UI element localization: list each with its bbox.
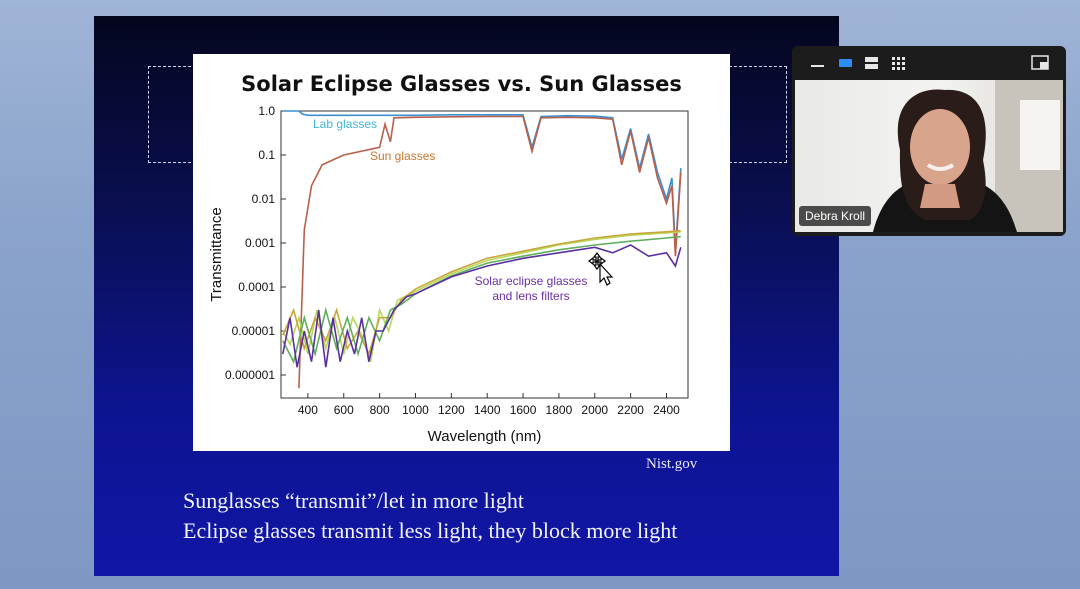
plot-frame: [280, 110, 689, 399]
video-panel: Debra Kroll: [792, 46, 1066, 236]
move-cursor-icon: [588, 252, 614, 286]
x-tick-label: 2000: [581, 403, 608, 417]
chart-annotation: Sun glasses: [370, 149, 435, 163]
series-line-5: [282, 244, 682, 368]
participant-name: Debra Kroll: [799, 206, 872, 226]
series-line-2: [282, 231, 681, 362]
caption-line-1: Sunglasses “transmit”/let in more light: [183, 488, 524, 513]
x-tick-label: 2200: [617, 403, 644, 417]
x-tick-label: 600: [334, 403, 354, 417]
chart-title: Solar Eclipse Glasses vs. Sun Glasses: [241, 72, 682, 96]
x-tick-label: 1600: [510, 403, 537, 417]
video-toolbar: [792, 46, 1066, 80]
y-tick-label: 0.01: [252, 192, 276, 206]
x-tick-label: 2400: [653, 403, 680, 417]
y-tick-label: 0.000001: [225, 368, 275, 382]
participant-image: [873, 80, 1063, 232]
x-tick-label: 1400: [474, 403, 501, 417]
source-credit: Nist.gov: [646, 456, 698, 472]
y-tick-label: 0.001: [245, 236, 275, 250]
y-tick-label: 0.00001: [232, 324, 276, 338]
chart-annotation: and lens filters: [492, 289, 569, 303]
series-line-1: [298, 115, 682, 389]
gallery-view-icon[interactable]: [891, 56, 907, 70]
y-tick-label: 0.0001: [238, 280, 275, 294]
chart-figure: Solar Eclipse Glasses vs. Sun Glasses 40…: [193, 54, 730, 451]
series-line-0: [282, 110, 682, 250]
transmittance-chart: 400 600 800 1000 1200 1400 1600 1800 2000 2200 240…: [208, 104, 689, 445]
participant-video: Debra Kroll: [795, 80, 1063, 232]
y-axis-label: Transmittance: [208, 207, 225, 301]
series-line-4: [282, 235, 681, 364]
minimize-icon[interactable]: [810, 56, 826, 70]
caption-line-2: Eclipse glasses transmit less light, the…: [183, 518, 678, 543]
speaker-view-icon[interactable]: [838, 56, 854, 70]
x-tick-label: 400: [298, 403, 318, 417]
x-tick-label: 800: [370, 403, 390, 417]
y-tick-label: 1.0: [258, 104, 275, 118]
chart-annotation: Solar eclipse glasses: [475, 274, 588, 288]
x-axis-label: Wavelength (nm): [428, 428, 542, 445]
y-tick-label: 0.1: [258, 148, 275, 162]
side-by-side-icon[interactable]: [864, 56, 880, 70]
x-tick-label: 1000: [402, 403, 429, 417]
x-tick-label: 1800: [546, 403, 573, 417]
chart-annotation: Lab glasses: [313, 117, 377, 131]
x-tick-label: 1200: [438, 403, 465, 417]
collapse-icon[interactable]: [1031, 55, 1049, 70]
